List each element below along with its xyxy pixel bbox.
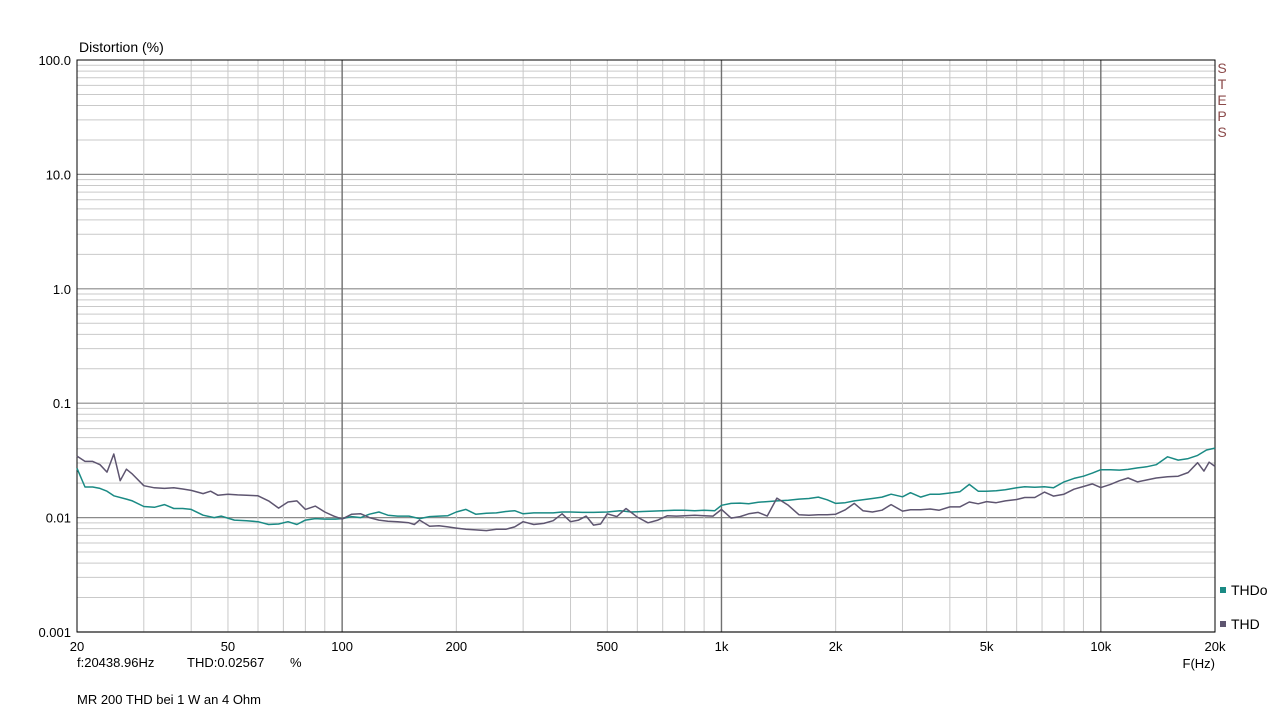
y-axis-label: Distortion (%) <box>79 39 164 55</box>
plot-frame <box>76 59 1216 633</box>
y-tick-label: 0.001 <box>38 625 71 640</box>
steps-letter: P <box>1217 108 1226 124</box>
x-tick-label: 200 <box>445 639 467 654</box>
series-lines <box>76 447 1216 532</box>
legend-label: THDo <box>1231 582 1268 598</box>
x-axis-label: F(Hz) <box>1183 656 1216 671</box>
x-tick-label: 50 <box>221 639 235 654</box>
legend-swatch <box>1220 587 1226 593</box>
legend-swatch <box>1220 621 1226 627</box>
frequency-readout: f:20438.96Hz <box>77 655 155 670</box>
x-tick-label: 500 <box>596 639 618 654</box>
plot-background <box>77 60 1215 632</box>
y-tick-label: 0.01 <box>46 511 71 526</box>
thd-readout: THD:0.02567 <box>187 655 265 670</box>
legend: THDo THD <box>1220 582 1268 632</box>
steps-letter: S <box>1217 60 1226 76</box>
x-tick-label: 20 <box>70 639 84 654</box>
steps-letter: S <box>1217 124 1226 140</box>
grid-lines <box>77 60 1215 633</box>
legend-label: THD <box>1231 616 1260 632</box>
x-tick-label: 5k <box>980 639 994 654</box>
y-tick-label: 10.0 <box>46 167 71 182</box>
y-tick-label: 100.0 <box>38 53 71 68</box>
y-tick-labels: 100.0 10.0 1.0 0.1 0.01 0.001 <box>38 53 71 640</box>
x-tick-label: 10k <box>1090 639 1111 654</box>
steps-letter: E <box>1217 92 1226 108</box>
x-tick-label: 1k <box>715 639 729 654</box>
thd-unit: % <box>290 655 302 670</box>
steps-letter: T <box>1218 76 1227 92</box>
x-tick-label: 2k <box>829 639 843 654</box>
y-tick-label: 1.0 <box>53 282 71 297</box>
chart-caption: MR 200 THD bei 1 W an 4 Ohm <box>77 692 261 707</box>
x-tick-labels: 20 50 100 200 500 1k 2k 5k 10k 20k <box>70 639 1226 654</box>
series-line-thd <box>76 453 1216 532</box>
series-line-thdo <box>76 447 1216 526</box>
y-tick-label: 0.1 <box>53 396 71 411</box>
x-tick-label: 20k <box>1205 639 1226 654</box>
x-tick-label: 100 <box>331 639 353 654</box>
